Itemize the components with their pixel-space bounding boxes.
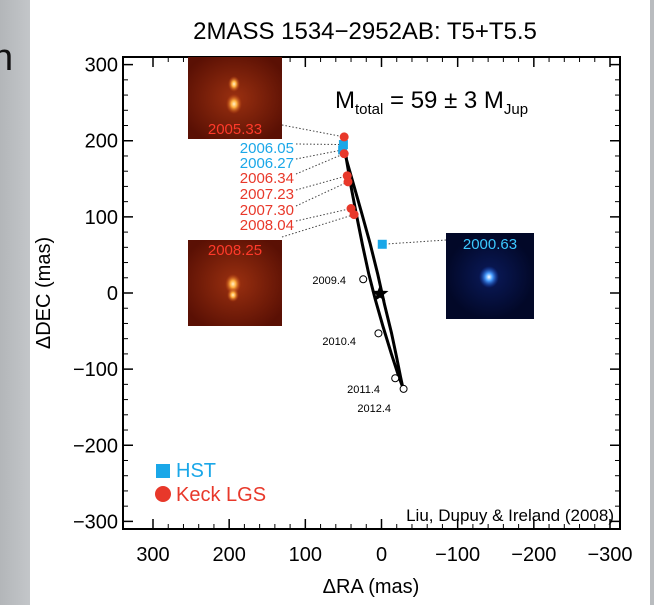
data-point-2006.05 — [338, 140, 348, 150]
leader-line-2006.05 — [295, 143, 344, 146]
legend-hst-marker — [156, 464, 170, 478]
data-point-2007.30 — [343, 177, 353, 187]
y-tick-label-0: 300 — [85, 55, 118, 77]
y-tick-label-1: 200 — [85, 131, 118, 153]
data-point-2011.4 — [391, 374, 400, 383]
x-tick-label-1: 200 — [212, 544, 245, 566]
epoch-label-2011.4: 2011.4 — [347, 384, 380, 396]
leader-line-2000.63 — [382, 239, 447, 245]
leader-line-2006.34 — [295, 153, 345, 175]
data-point-2012.4 — [399, 384, 408, 393]
legend: HST Keck LGS — [155, 460, 266, 506]
epoch-label-2009.4: 2009.4 — [312, 275, 346, 287]
x-tick-label-0: 300 — [136, 544, 169, 566]
data-point-2009.4 — [359, 275, 368, 284]
figure-panel: 2MASS 1534−2952AB: T5+T5.5 2006.05 2006.2… — [30, 0, 650, 605]
x-tick-label-3: 0 — [376, 544, 387, 566]
legend-hst-label: HST — [176, 460, 216, 482]
y-tick-label-4: −100 — [73, 359, 118, 381]
leader-line-2008.04 — [295, 208, 352, 222]
y-tick-label-2: 100 — [85, 207, 118, 229]
epoch-label-2010.4: 2010.4 — [322, 336, 356, 348]
epoch-label-2006.34: 2006.34 — [240, 170, 294, 187]
y-tick-label-5: −200 — [73, 435, 118, 457]
y-tick-label-6: −300 — [73, 511, 118, 533]
inset-image-2000: 2000.63 — [446, 233, 534, 319]
data-point-2000.63 — [377, 239, 387, 249]
data-point-2005.33 — [339, 132, 349, 142]
epoch-label-2006.05: 2006.05 — [240, 140, 294, 157]
epoch-label-2008.04: 2008.04 — [240, 217, 294, 234]
point-labels: 2006.052006.272006.342007.232007.302008.… — [240, 140, 391, 415]
chart-title: 2MASS 1534−2952AB: T5+T5.5 — [193, 18, 537, 45]
data-point-2006.34 — [339, 149, 349, 159]
leader-line-2007.30 — [295, 181, 349, 207]
x-tick-label-6: −300 — [587, 544, 632, 566]
credit-text: Liu, Dupuy & Ireland (2008) — [406, 506, 614, 525]
inset-label-2005: 2005.33 — [208, 121, 262, 138]
epoch-label-2007.23: 2007.23 — [240, 186, 294, 203]
system-center-star — [371, 284, 389, 301]
epoch-label-2007.30: 2007.30 — [240, 202, 294, 219]
x-tick-label-2: 100 — [289, 544, 322, 566]
x-tick-label-5: −200 — [511, 544, 556, 566]
data-points — [338, 132, 408, 393]
data-point-2008.25 — [349, 210, 359, 220]
inset-image-2008: 2008.25 — [188, 240, 282, 326]
epoch-label-2006.27: 2006.27 — [240, 155, 294, 172]
y-tick-label-3: 0 — [107, 283, 118, 305]
legend-keck-marker — [155, 486, 171, 502]
leader-lines — [281, 124, 447, 245]
legend-keck-label: Keck LGS — [176, 484, 266, 506]
epoch-label-2012.4: 2012.4 — [357, 403, 391, 415]
leader-line-2007.23 — [295, 175, 348, 191]
leader-line-2005.33 — [281, 124, 345, 138]
slide-background-fragment: n — [0, 0, 30, 605]
inset-image-2005: 2005.33 — [188, 57, 282, 139]
leader-line-2006.27 — [295, 149, 343, 160]
slide-text-fragment: n — [0, 38, 14, 78]
inset-label-2000: 2000.63 — [463, 236, 517, 253]
inset-label-2008: 2008.25 — [208, 242, 262, 259]
y-axis-label: ΔDEC (mas) — [33, 237, 55, 349]
data-point-2010.4 — [374, 329, 383, 338]
x-tick-label-4: −100 — [435, 544, 480, 566]
orbit-plot: 2MASS 1534−2952AB: T5+T5.5 2006.052006.2… — [33, 18, 633, 598]
x-axis-label: ΔRA (mas) — [323, 576, 420, 598]
total-mass-annotation: Mtotal = 59 ± 3 MJup — [335, 87, 528, 118]
axis-ticks: 300 200 100 0 −100 −200 −300 300 200 100 0 −100 −200… — [73, 55, 633, 566]
